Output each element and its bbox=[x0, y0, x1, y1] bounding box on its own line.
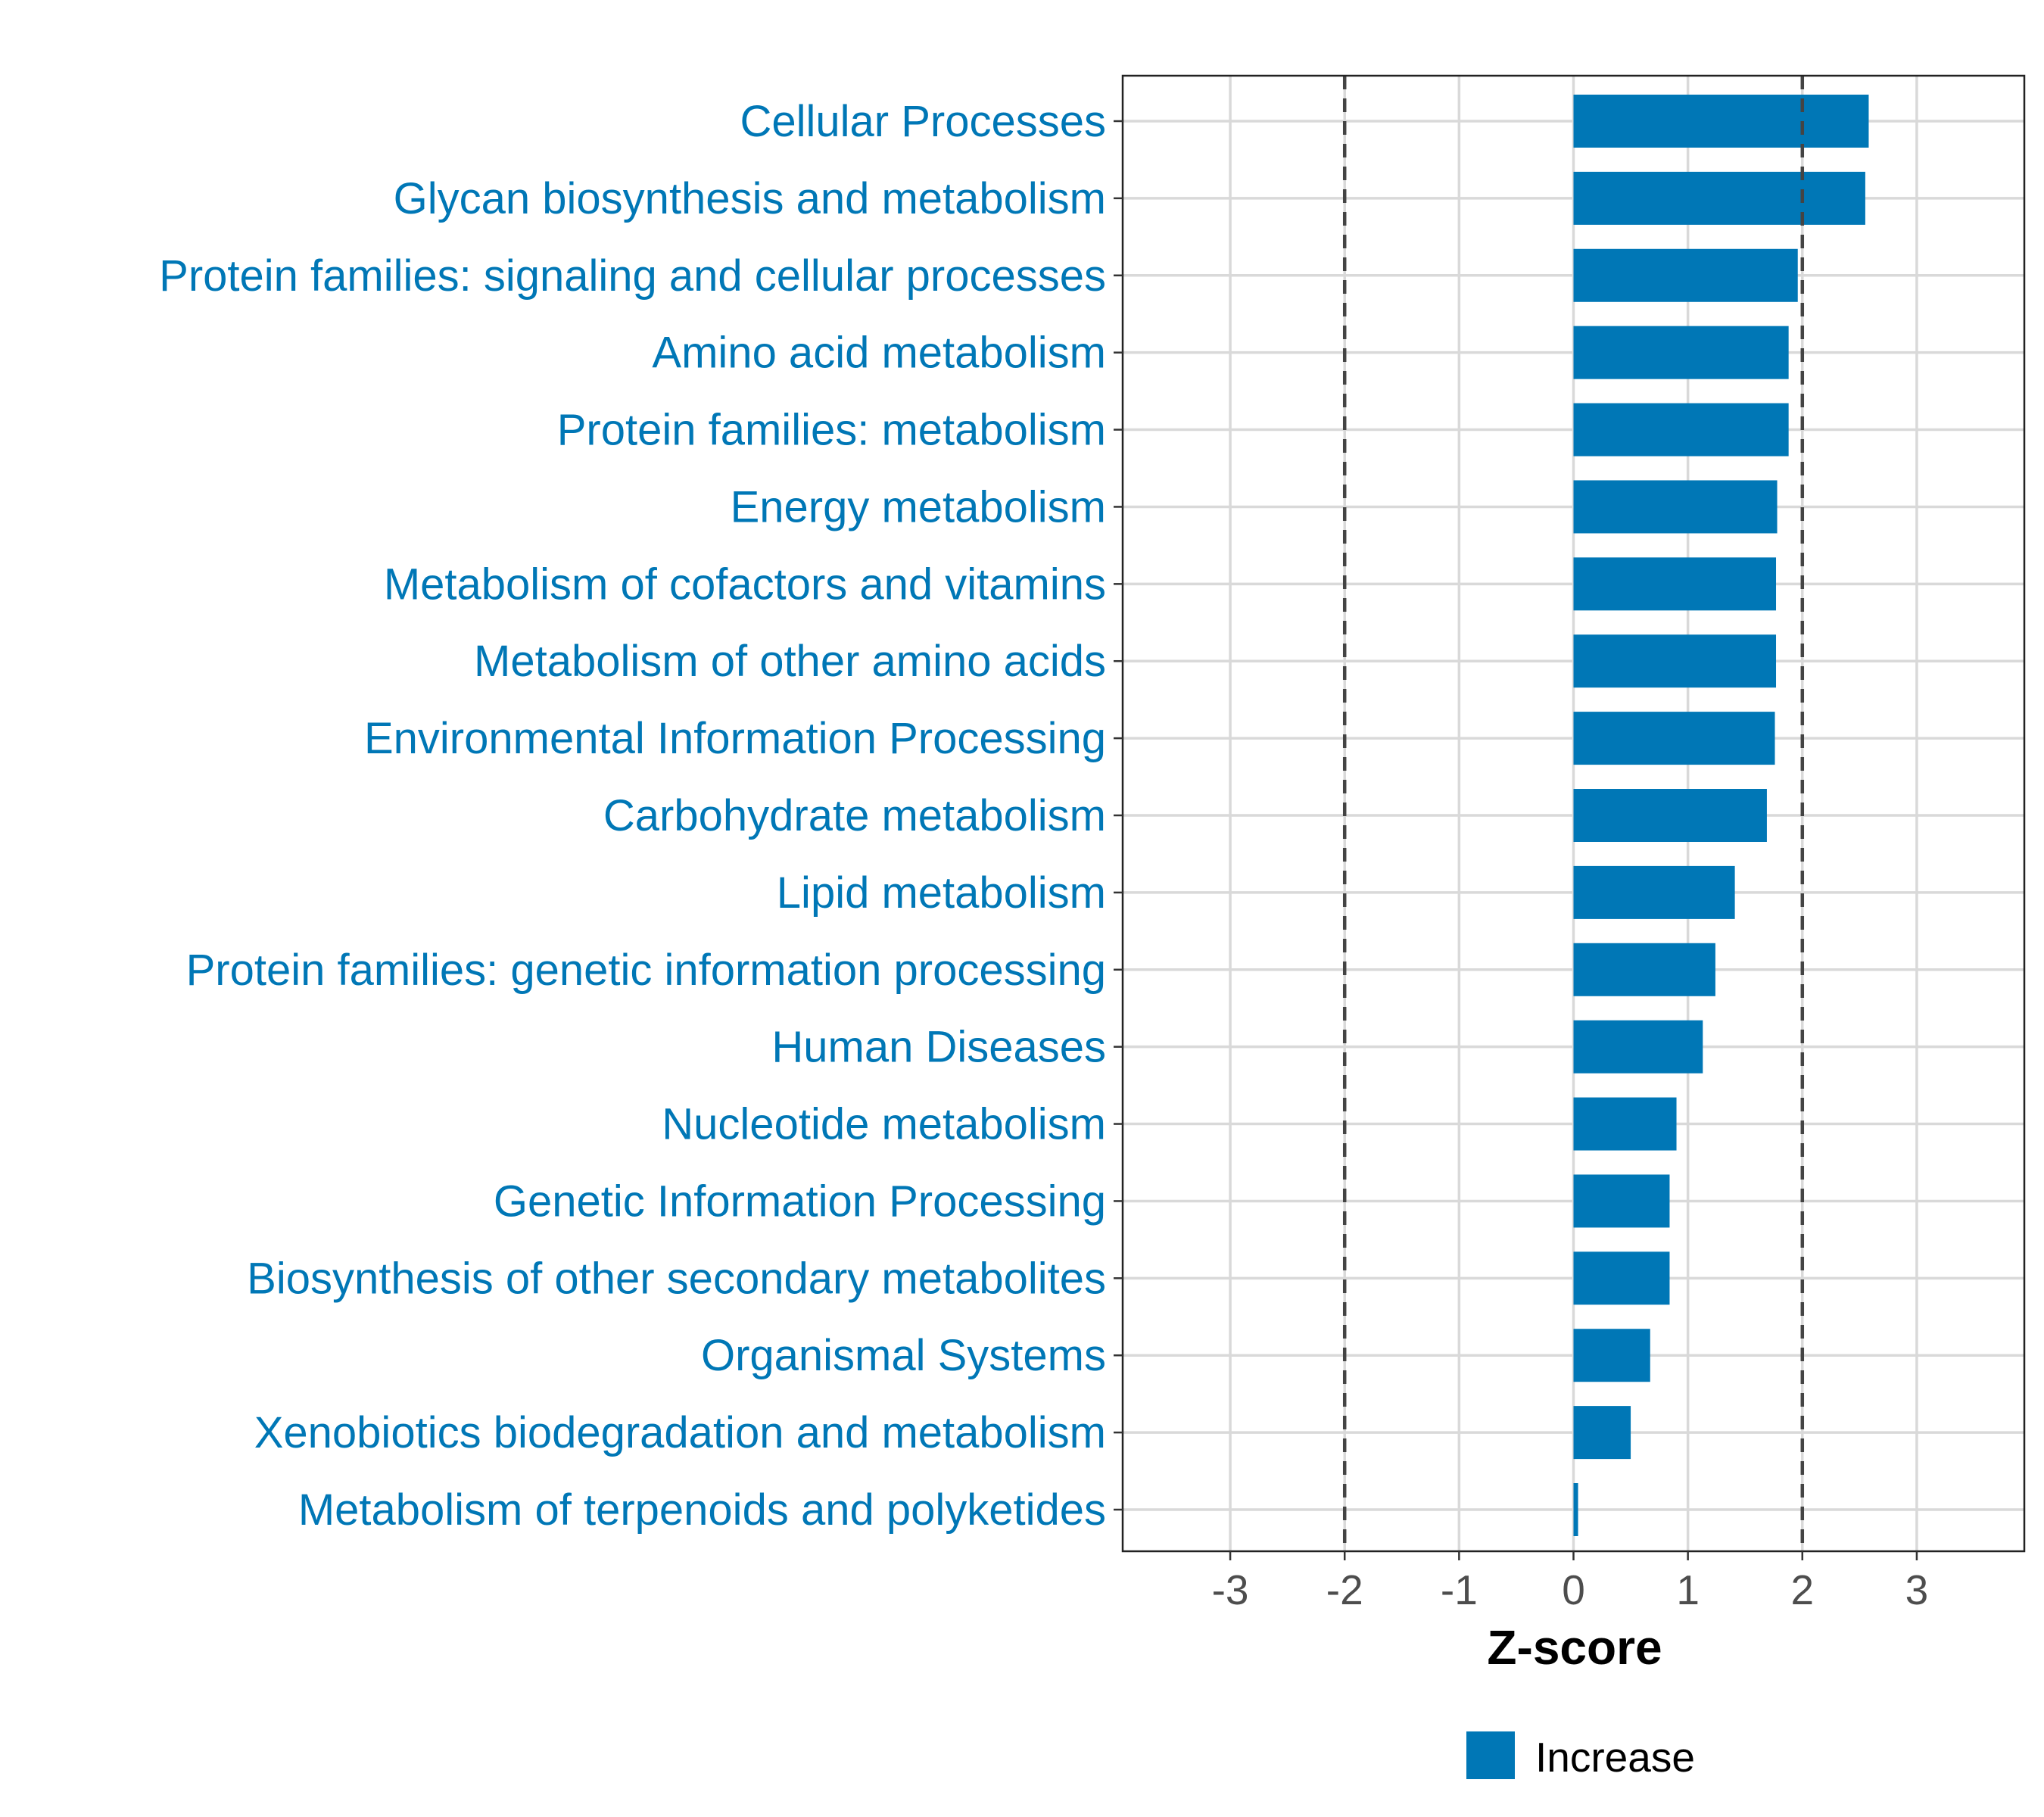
x-tick-label: 2 bbox=[1790, 1566, 1814, 1613]
bar bbox=[1573, 480, 1778, 534]
category-label: Human Diseases bbox=[771, 1023, 1106, 1072]
category-label: Nucleotide metabolism bbox=[662, 1100, 1106, 1149]
bar bbox=[1573, 789, 1767, 842]
category-label: Protein families: signaling and cellular… bbox=[159, 251, 1106, 301]
category-label: Biosynthesis of other secondary metaboli… bbox=[247, 1254, 1106, 1303]
bar bbox=[1573, 634, 1777, 688]
category-label: Carbohydrate metabolism bbox=[603, 791, 1106, 840]
x-tick-label: 0 bbox=[1562, 1566, 1585, 1613]
category-label: Metabolism of terpenoids and polyketides bbox=[298, 1485, 1106, 1535]
bar bbox=[1573, 865, 1735, 919]
x-tick-label: -2 bbox=[1326, 1566, 1363, 1613]
bar bbox=[1573, 712, 1775, 765]
legend: Increase bbox=[1466, 1731, 1695, 1781]
x-tick-label: 3 bbox=[1905, 1566, 1929, 1613]
y-axis-labels: Cellular Processes Glycan biosynthesis an… bbox=[159, 97, 1123, 1535]
bar bbox=[1573, 1329, 1650, 1382]
bar bbox=[1573, 1097, 1677, 1151]
x-tick-label: 1 bbox=[1676, 1566, 1700, 1613]
bar bbox=[1573, 1174, 1670, 1228]
bar bbox=[1573, 1483, 1578, 1536]
bar bbox=[1573, 248, 1798, 302]
category-label: Organismal Systems bbox=[701, 1331, 1106, 1380]
bars bbox=[1573, 95, 1869, 1536]
x-axis-title: Z-score bbox=[1487, 1620, 1662, 1675]
bar bbox=[1573, 326, 1789, 379]
reference-lines bbox=[1342, 76, 1805, 1551]
x-axis-ticks: -3 -2 -1 0 1 2 3 bbox=[1212, 1551, 1929, 1613]
category-label: Protein families: metabolism bbox=[557, 406, 1106, 455]
category-label: Metabolism of cofactors and vitamins bbox=[384, 559, 1106, 609]
x-tick-label: -1 bbox=[1441, 1566, 1478, 1613]
bar bbox=[1573, 403, 1789, 457]
category-label: Metabolism of other amino acids bbox=[474, 637, 1106, 686]
x-tick-label: -3 bbox=[1212, 1566, 1249, 1613]
legend-swatch-increase bbox=[1466, 1731, 1515, 1779]
bar bbox=[1573, 943, 1715, 996]
category-label: Cellular Processes bbox=[740, 97, 1106, 146]
category-label: Genetic Information Processing bbox=[494, 1177, 1106, 1226]
category-label: Amino acid metabolism bbox=[652, 329, 1106, 378]
category-label: Xenobiotics biodegradation and metabolis… bbox=[254, 1408, 1106, 1457]
bar bbox=[1573, 1406, 1631, 1460]
bar bbox=[1573, 1020, 1703, 1074]
category-label: Environmental Information Processing bbox=[364, 714, 1106, 763]
category-label: Energy metabolism bbox=[731, 482, 1106, 531]
bar bbox=[1573, 95, 1869, 148]
bar bbox=[1573, 171, 1865, 225]
legend-label-increase: Increase bbox=[1535, 1734, 1695, 1781]
bar bbox=[1573, 1251, 1670, 1305]
category-label: Protein families: genetic information pr… bbox=[186, 946, 1106, 995]
category-label: Glycan biosynthesis and metabolism bbox=[394, 174, 1106, 223]
bar bbox=[1573, 557, 1777, 611]
category-label: Lipid metabolism bbox=[777, 868, 1106, 918]
